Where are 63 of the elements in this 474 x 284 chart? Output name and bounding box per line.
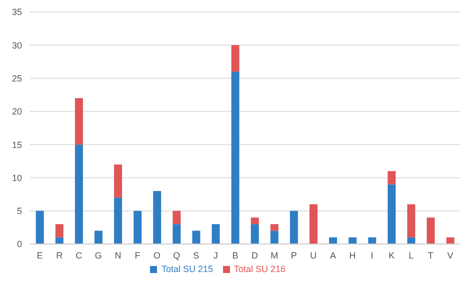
x-tick-label: S [193, 250, 200, 260]
legend-label: Total SU 216 [234, 264, 286, 274]
bar [74, 144, 83, 244]
bar [270, 224, 278, 231]
y-tick-label: 15 [12, 140, 22, 150]
bar [192, 230, 200, 244]
legend-label: Total SU 215 [161, 264, 213, 274]
bar [368, 237, 376, 244]
bar [231, 45, 240, 72]
bar [407, 204, 416, 238]
bar [74, 98, 83, 145]
bar [94, 230, 102, 244]
y-tick-label: 30 [12, 40, 22, 50]
x-tick-label: R [56, 250, 64, 260]
x-tick-label: B [232, 250, 238, 260]
y-tick-label: 10 [12, 172, 22, 183]
bar [310, 204, 318, 244]
x-tick-label: I [370, 250, 374, 260]
bar [270, 230, 278, 244]
y-tick-label: 25 [12, 73, 22, 84]
bar [407, 237, 416, 244]
bar [55, 237, 64, 244]
x-tick-label: F [134, 250, 141, 260]
bar [388, 171, 396, 184]
y-tick-label: 5 [16, 206, 22, 216]
bar [114, 198, 122, 244]
bar [329, 237, 338, 244]
x-tick-label: O [154, 250, 161, 260]
x-tick-label: U [310, 250, 317, 260]
bar [114, 164, 122, 198]
bar [172, 224, 181, 244]
x-tick-label: E [36, 250, 43, 260]
bar [36, 210, 44, 244]
x-tick-label: P [290, 250, 297, 260]
bar [134, 210, 142, 244]
x-tick-label: G [94, 250, 102, 260]
x-tick-label: A [330, 250, 336, 260]
y-tick-label: 20 [12, 106, 22, 117]
x-tick-label: J [213, 250, 218, 260]
x-tick-label: H [349, 250, 356, 260]
x-tick-label: M [270, 250, 278, 260]
x-tick-label: V [447, 250, 454, 260]
x-tick-label: T [428, 250, 434, 260]
bar [388, 184, 396, 244]
bar [250, 224, 259, 244]
bar [55, 224, 64, 238]
bar [231, 72, 240, 244]
x-tick-label: Q [173, 250, 180, 260]
y-tick-label: 0 [16, 239, 22, 250]
bar [426, 217, 435, 244]
x-tick-label: D [252, 250, 259, 260]
y-tick-label: 35 [12, 7, 22, 18]
bar [348, 237, 357, 244]
x-tick-label: L [408, 250, 414, 260]
bar [250, 217, 259, 224]
bar [153, 190, 162, 244]
bar [172, 210, 181, 224]
x-tick-label: K [388, 250, 395, 260]
bar [212, 224, 220, 244]
bar [446, 237, 454, 244]
x-tick-label: N [114, 250, 122, 260]
bar [290, 210, 298, 244]
x-tick-label: C [76, 250, 83, 260]
